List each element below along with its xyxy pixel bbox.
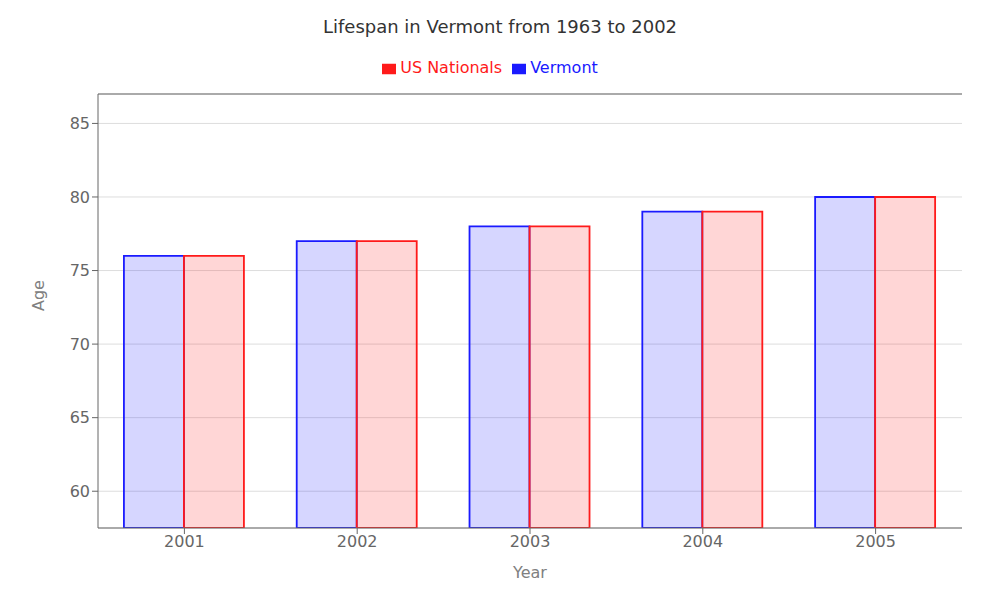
svg-text:75: 75 [70,261,90,280]
html-text:Lifespan in Vermont from 1963: Lifespan in Vermont from 1963 to 2002 [323,16,677,37]
svg-text:60: 60 [70,482,90,501]
svg-text:2004: 2004 [682,532,723,551]
svg-text:Age: Age [29,280,48,311]
svg-text:85: 85 [70,114,90,133]
html-text:Vermont: Vermont [530,58,598,77]
svg-text:Year: Year [512,563,547,582]
svg-text:65: 65 [70,408,90,427]
svg-text:2005: 2005 [855,532,896,551]
svg-text:2001: 2001 [164,532,205,551]
svg-text:2002: 2002 [337,532,378,551]
svg-text:2003: 2003 [510,532,551,551]
html-text:US Nationals: US Nationals [400,58,503,77]
svg-text:70: 70 [70,335,90,354]
svg-text:80: 80 [70,188,90,207]
